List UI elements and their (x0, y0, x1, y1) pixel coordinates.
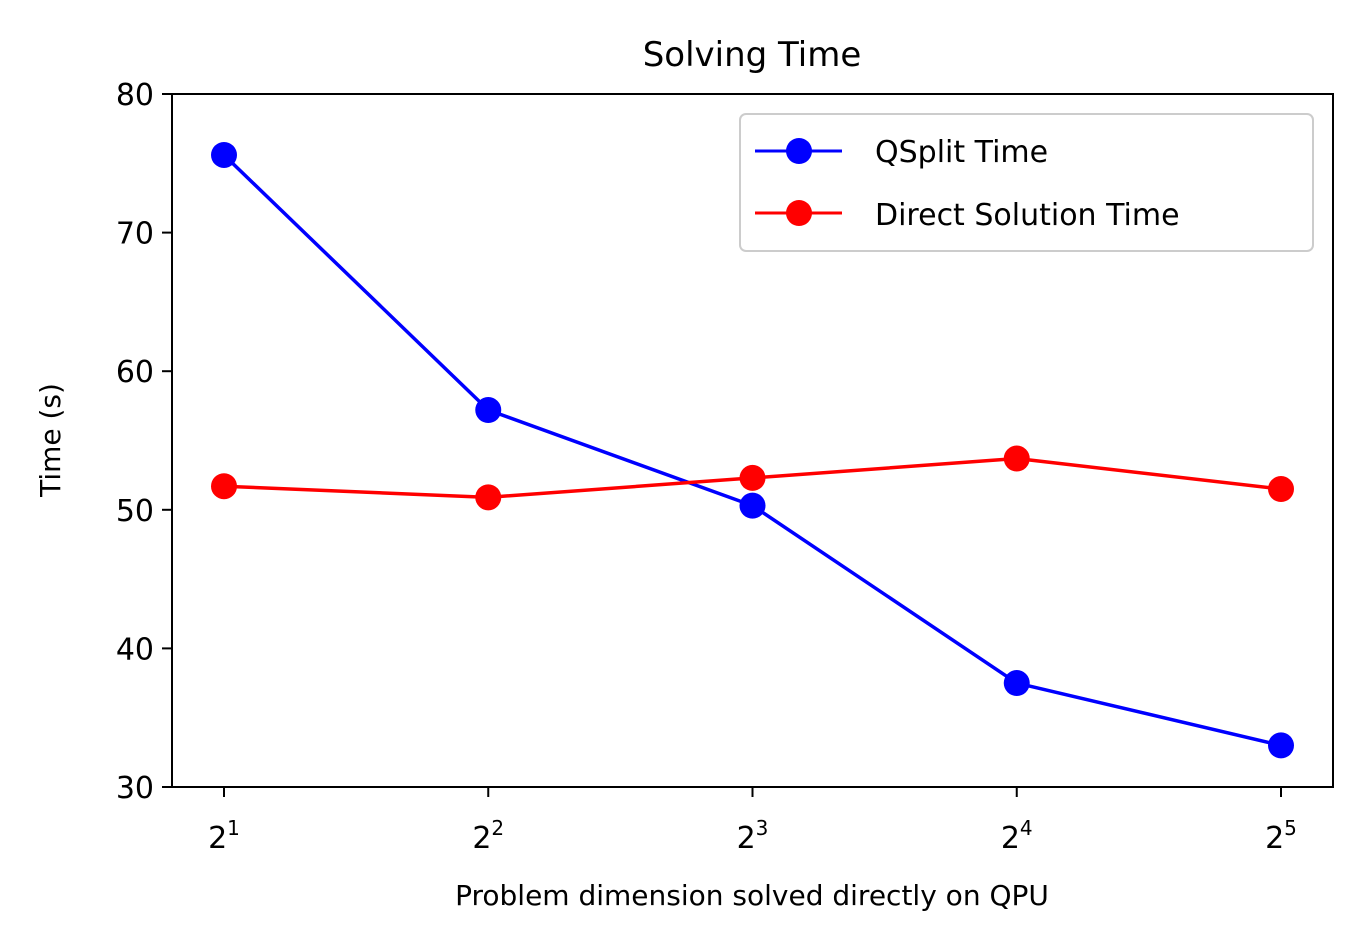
data-point-qsplit-time-3 (739, 492, 766, 519)
y-tick-label-40: 40 (116, 632, 154, 667)
y-tick-label-70: 70 (116, 217, 154, 252)
legend-label-qsplit-time: QSplit Time (875, 135, 1048, 170)
y-axis-ticks: 30 40 50 60 70 80 (116, 78, 172, 806)
x-tick-label-1: 21 (208, 816, 240, 856)
legend-marker-direct-solution-time (786, 200, 812, 226)
y-tick-label-50: 50 (116, 494, 154, 529)
y-tick-label-30: 30 (116, 771, 154, 806)
x-axis-ticks: 21 22 23 24 25 (208, 787, 1297, 856)
data-point-direct-solution-time-1 (211, 473, 237, 500)
data-point-qsplit-time-4 (1003, 670, 1030, 697)
legend: QSplit Time Direct Solution Time (739, 113, 1314, 252)
data-point-qsplit-time-1 (211, 141, 237, 168)
legend-label-direct-solution-time: Direct Solution Time (875, 198, 1180, 233)
legend-box (739, 113, 1314, 252)
data-point-qsplit-time-2 (475, 397, 502, 424)
data-point-direct-solution-time-4 (1003, 445, 1030, 472)
y-tick-label-60: 60 (116, 355, 154, 390)
x-tick-label-5: 25 (1265, 816, 1297, 856)
x-axis-label: Problem dimension solved directly on QPU (455, 879, 1049, 912)
chart-title: Solving Time (643, 35, 862, 75)
x-tick-label-4: 24 (1001, 816, 1033, 856)
series-layer (211, 141, 1294, 759)
y-tick-label-80: 80 (116, 78, 154, 113)
data-point-qsplit-time-5 (1268, 732, 1294, 759)
data-point-direct-solution-time-5 (1268, 476, 1294, 503)
x-tick-label-3: 23 (737, 816, 769, 856)
legend-marker-qsplit-time (786, 138, 812, 164)
x-tick-label-2: 22 (472, 816, 504, 856)
y-axis-label: Time (s) (34, 383, 67, 498)
data-point-direct-solution-time-3 (739, 464, 766, 491)
data-point-direct-solution-time-2 (475, 484, 502, 511)
